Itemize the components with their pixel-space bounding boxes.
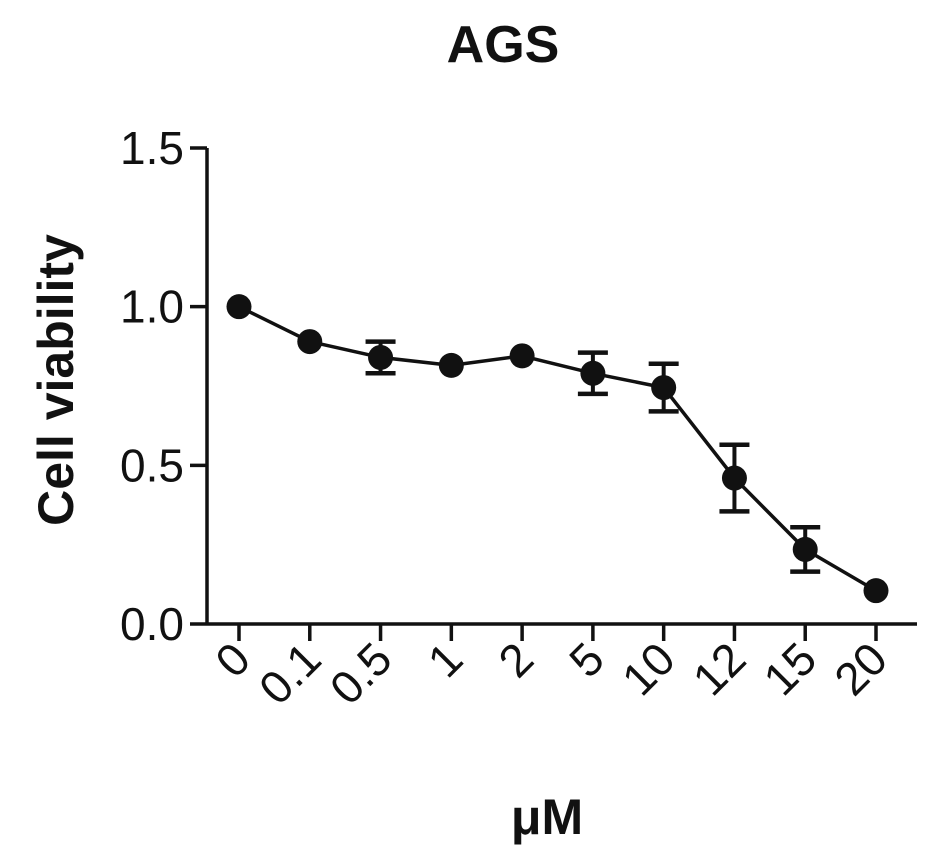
data-point xyxy=(509,343,535,369)
data-point xyxy=(438,352,464,378)
data-point xyxy=(297,329,323,355)
x-tick-label: 1 xyxy=(418,632,473,687)
data-point xyxy=(580,360,606,386)
x-tick-label: 5 xyxy=(559,632,614,687)
x-tick-label: 12 xyxy=(683,632,756,705)
series-line xyxy=(238,305,877,593)
x-tick-label: 15 xyxy=(753,632,826,705)
data-point xyxy=(792,536,818,562)
data-point xyxy=(226,294,252,320)
series-line-group xyxy=(238,305,877,593)
y-axis-label: Cell viability xyxy=(28,234,84,526)
y-ticks: 0.0 0.5 1.0 1.5 xyxy=(120,122,207,650)
y-tick-label: 1.5 xyxy=(120,122,184,174)
y-tick-label: 1.0 xyxy=(120,281,184,333)
x-tick-label: 0.1 xyxy=(249,632,331,714)
y-tick-label: 0.5 xyxy=(120,439,184,491)
data-point xyxy=(721,465,747,491)
chart-title: AGS xyxy=(447,16,560,74)
x-tick-label: 20 xyxy=(824,632,897,705)
error-bars xyxy=(365,339,821,574)
x-tick-label: 10 xyxy=(612,632,685,705)
data-point xyxy=(651,375,677,401)
x-tick-label: 0.5 xyxy=(320,632,402,714)
x-tick-label: 2 xyxy=(488,632,543,687)
y-tick-label: 0.0 xyxy=(120,598,184,650)
x-axis-label: μM xyxy=(511,789,583,845)
data-point xyxy=(863,578,889,604)
data-points xyxy=(226,294,889,604)
data-point xyxy=(368,344,394,370)
